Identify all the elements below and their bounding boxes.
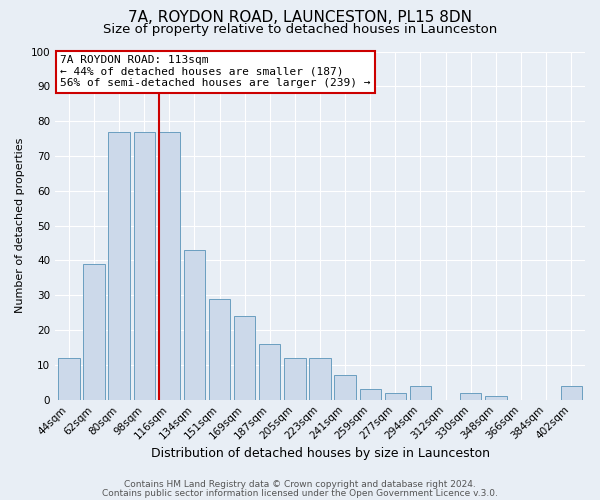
Bar [385,393,406,400]
Bar [310,358,331,400]
Bar [184,250,205,400]
Bar [83,264,104,400]
Text: Size of property relative to detached houses in Launceston: Size of property relative to detached ho… [103,22,497,36]
Bar [58,358,80,400]
Bar [134,132,155,400]
Text: 7A, ROYDON ROAD, LAUNCESTON, PL15 8DN: 7A, ROYDON ROAD, LAUNCESTON, PL15 8DN [128,10,472,25]
Bar [460,393,481,400]
Text: Contains public sector information licensed under the Open Government Licence v.: Contains public sector information licen… [102,488,498,498]
Bar [284,358,305,400]
Bar [158,132,180,400]
Bar [410,386,431,400]
Bar [485,396,506,400]
Bar [209,298,230,400]
Y-axis label: Number of detached properties: Number of detached properties [15,138,25,314]
Bar [334,376,356,400]
Text: 7A ROYDON ROAD: 113sqm
← 44% of detached houses are smaller (187)
56% of semi-de: 7A ROYDON ROAD: 113sqm ← 44% of detached… [61,55,371,88]
Bar [234,316,256,400]
Text: Contains HM Land Registry data © Crown copyright and database right 2024.: Contains HM Land Registry data © Crown c… [124,480,476,489]
Bar [109,132,130,400]
Bar [259,344,280,400]
Bar [560,386,582,400]
Bar [359,390,381,400]
X-axis label: Distribution of detached houses by size in Launceston: Distribution of detached houses by size … [151,447,490,460]
